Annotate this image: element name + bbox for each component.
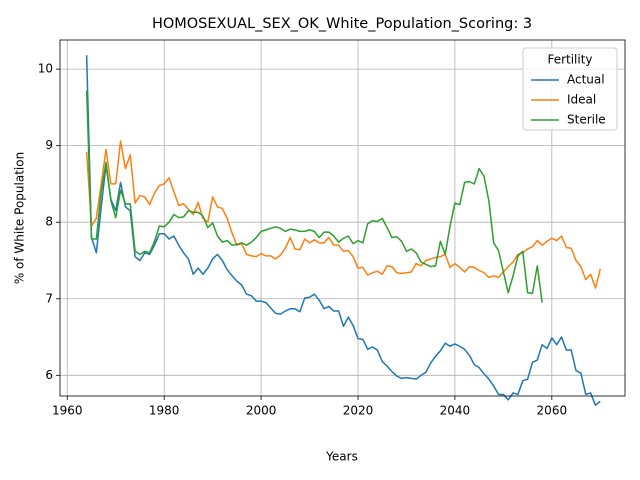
x-tick-label: 2020 [343,404,374,418]
x-axis-label: Years [325,450,358,464]
plot-frame [59,39,626,397]
x-tick-label: 2060 [537,404,568,418]
legend-title: Fertility [547,53,592,67]
series-line [85,55,601,406]
x-tick-label: 1980 [149,404,180,418]
legend-box [522,47,618,131]
x-tick-label: 2000 [246,404,277,418]
y-tick-label: 6 [45,368,53,382]
x-tick-label: 1960 [52,404,83,418]
legend-label: Actual [567,73,605,87]
y-tick-label: 8 [45,215,53,229]
y-tick-label: 7 [45,291,53,305]
series-line [85,90,543,303]
y-tick-label: 9 [45,138,53,152]
chart-title: HOMOSEXUAL_SEX_OK_White_Population_Scori… [152,16,532,32]
y-tick-label: 10 [38,62,53,76]
legend-label: Ideal [567,93,596,107]
y-axis-label: % of White Population [13,152,27,284]
legend-label: Sterile [567,113,606,127]
series-line [85,140,602,289]
x-tick-label: 2040 [440,404,471,418]
